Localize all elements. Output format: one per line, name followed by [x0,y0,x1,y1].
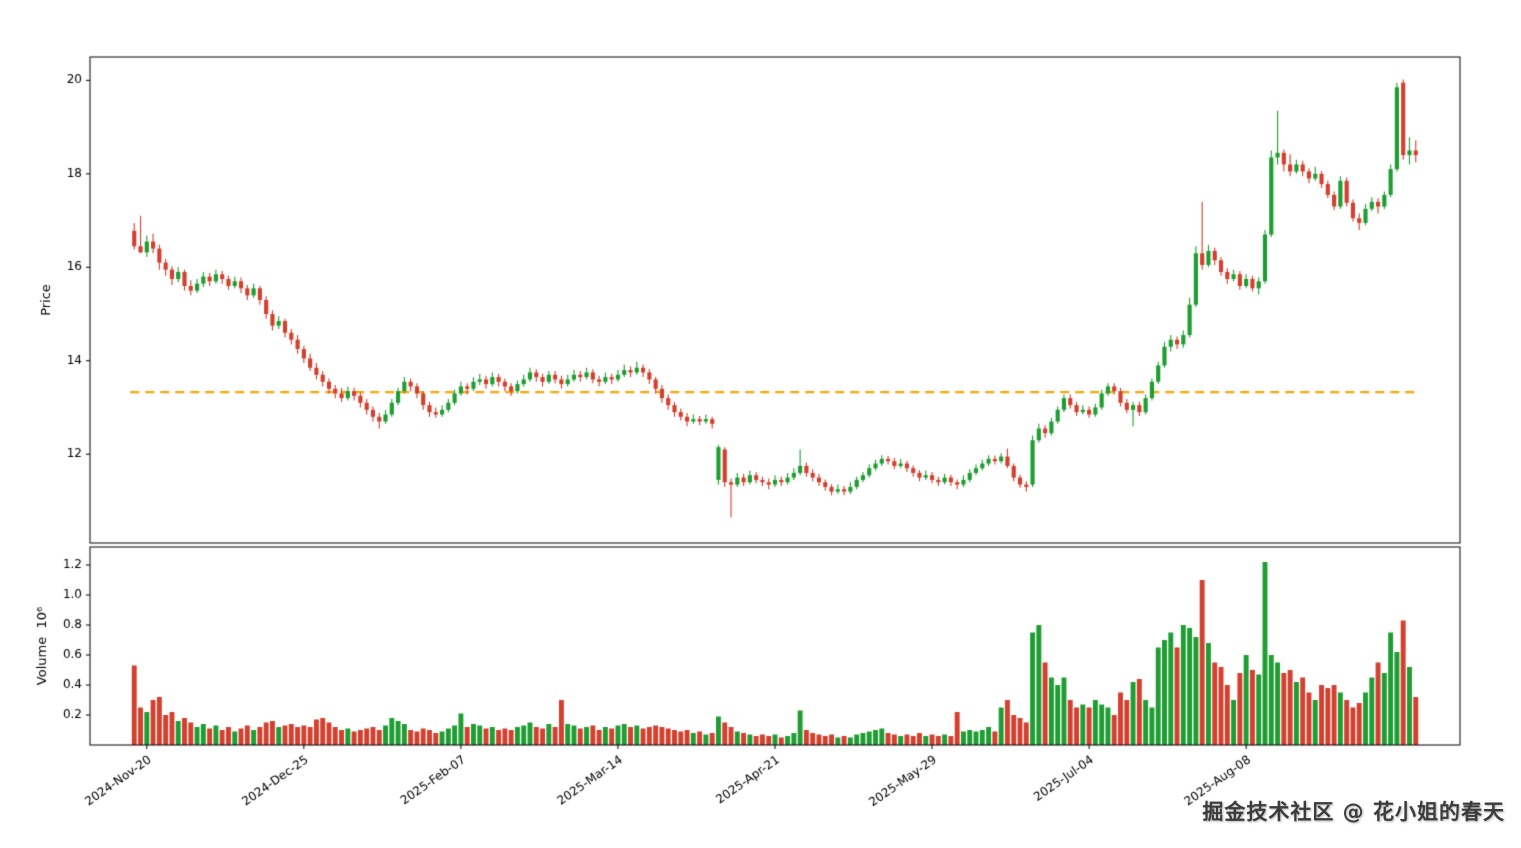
watermark-text: 掘金技术社区 @ 花小姐的春天 [1202,800,1505,824]
